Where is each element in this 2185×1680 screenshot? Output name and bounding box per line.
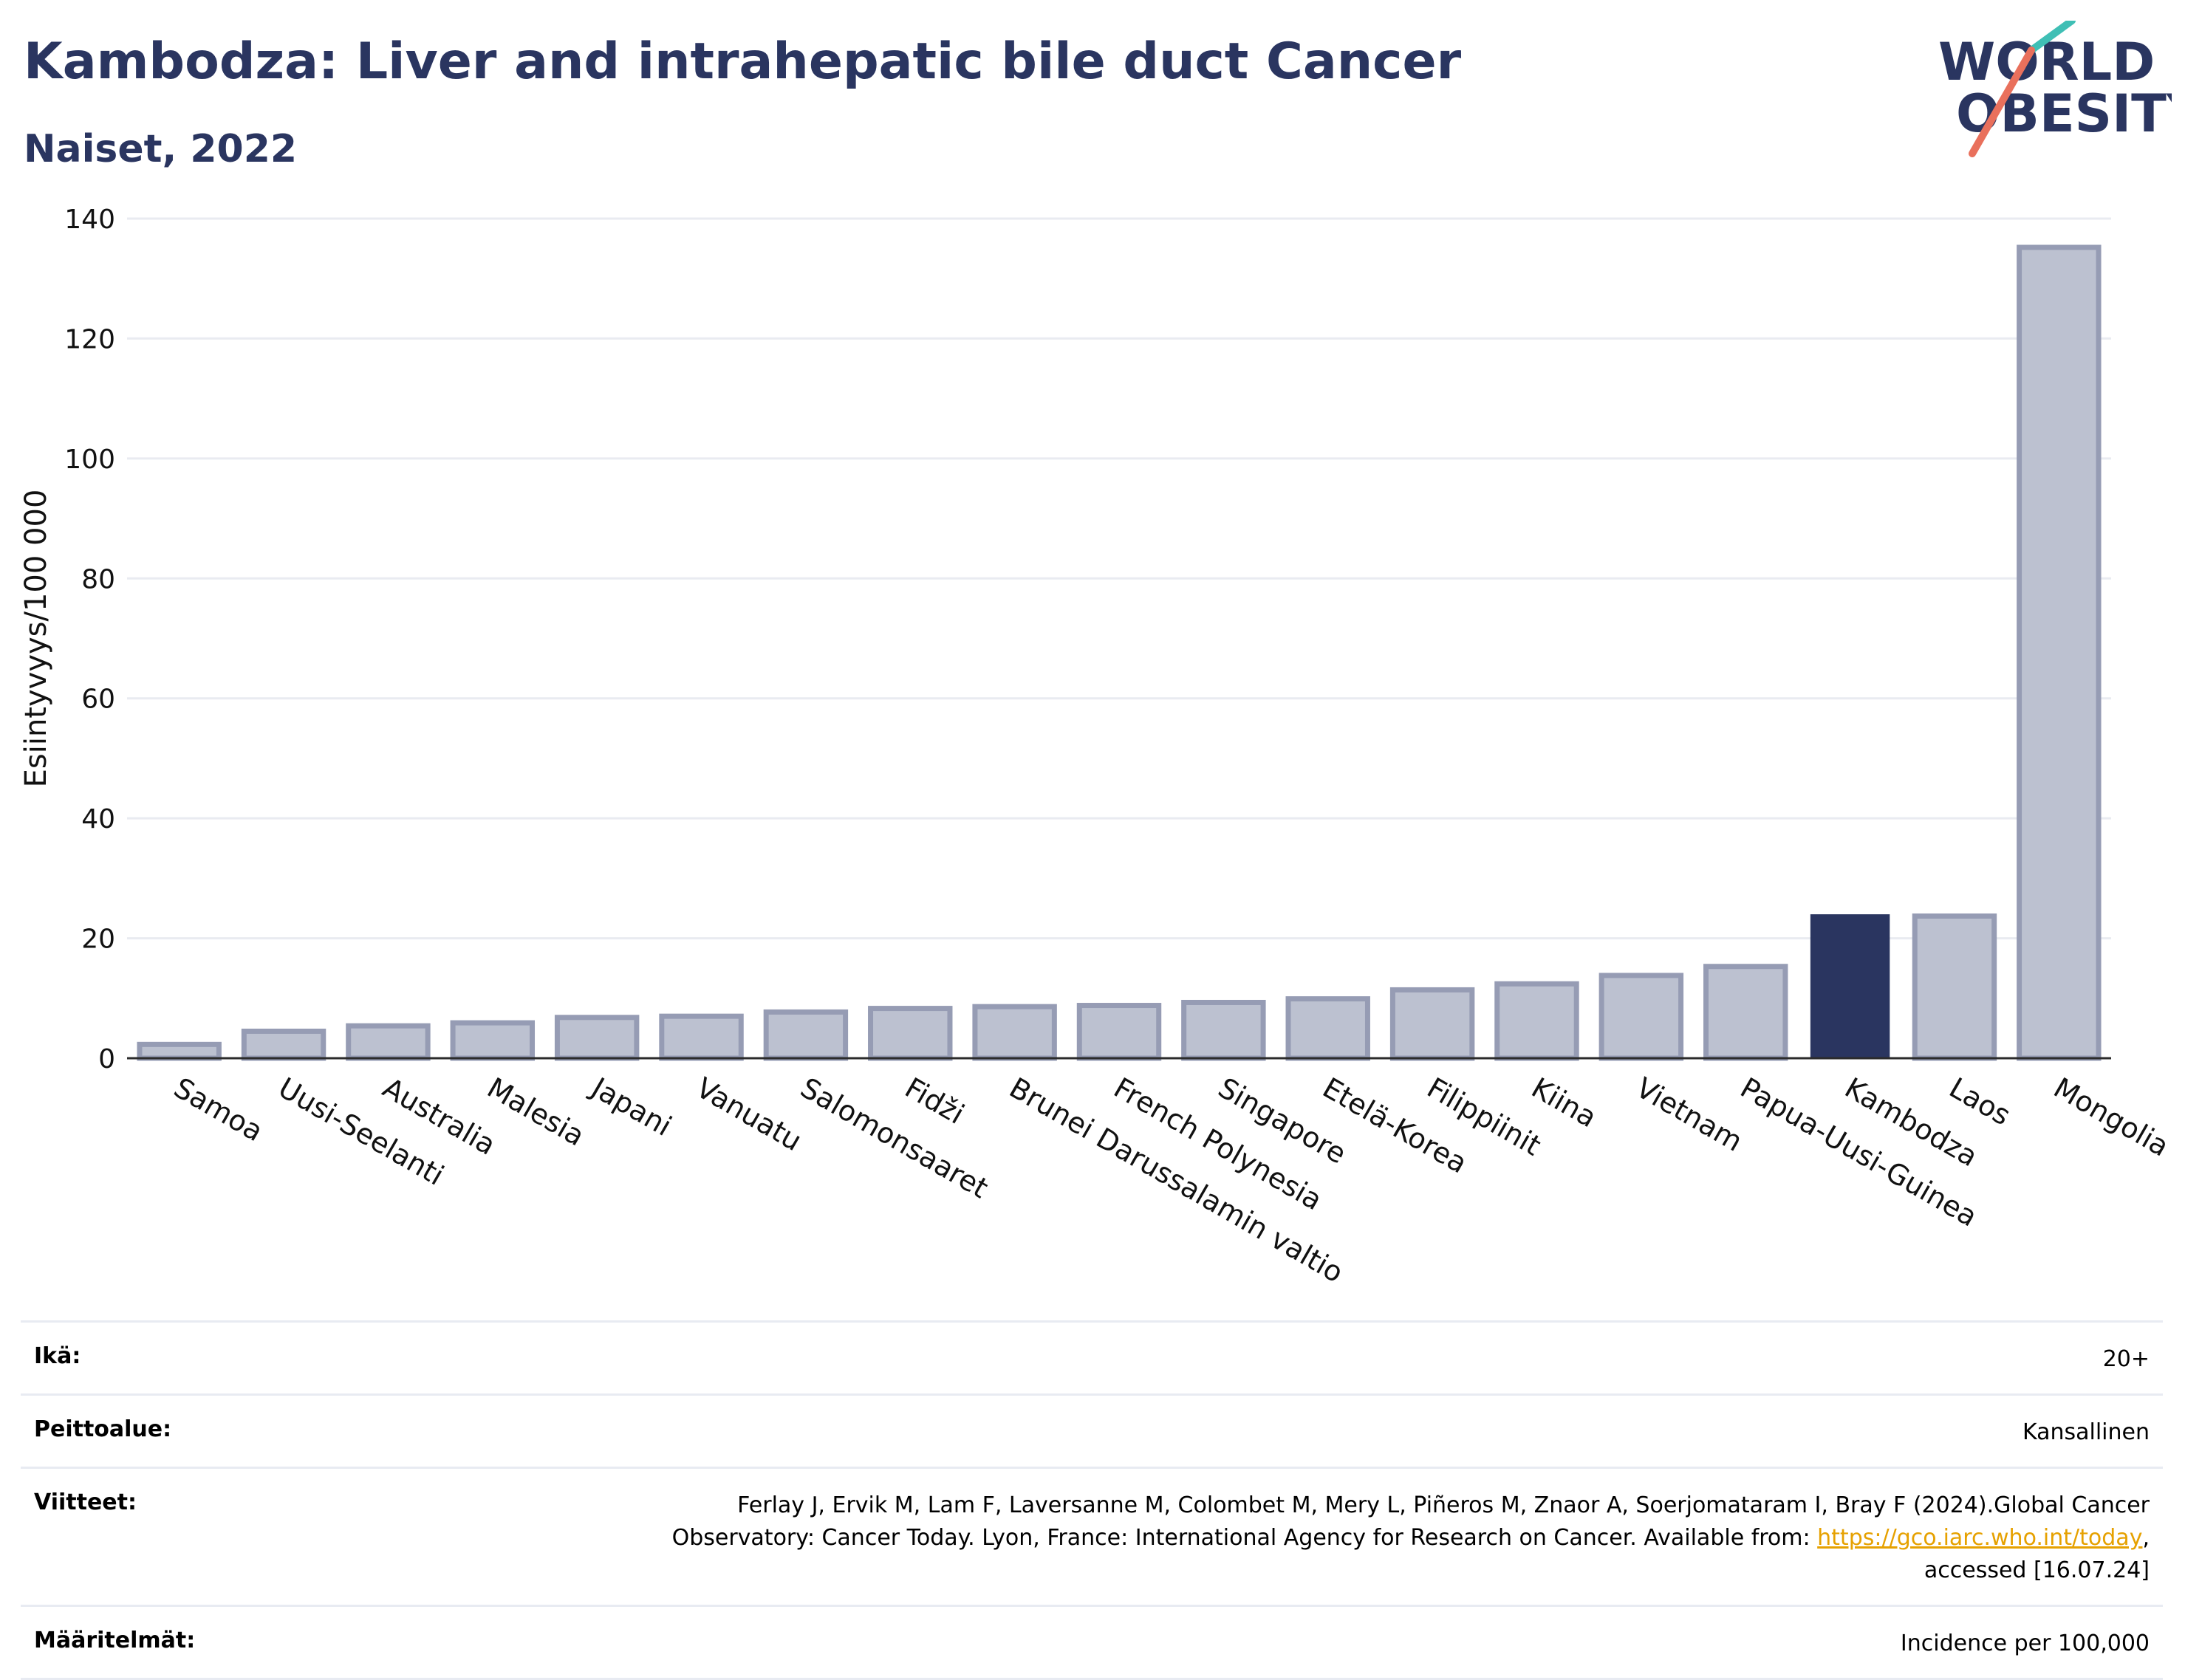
coverage-value: Kansallinen bbox=[2022, 1419, 2150, 1445]
references-line2: Observatory: Cancer Today. Lyon, France:… bbox=[671, 1525, 1818, 1551]
bar-french-polynesia bbox=[1076, 1003, 1162, 1061]
logo-coral-slash bbox=[1969, 47, 2035, 157]
bar-salomonsaaret bbox=[763, 1009, 849, 1061]
references-line3: accessed [16.07.24] bbox=[1924, 1557, 2150, 1583]
bar-chart: 0 20 40 60 80 100 120 140 Samoa Uusi-SeelantiAus… bbox=[19, 205, 2175, 1289]
bar-malesia bbox=[450, 1020, 536, 1061]
y-tick-label: 20 bbox=[81, 925, 115, 955]
references-link[interactable]: https://gco.iarc.who.int/today bbox=[1817, 1525, 2143, 1551]
bar-kambodza bbox=[1810, 914, 1890, 1058]
x-tick-labels: Samoa Uusi-SeelantiAustraliaMalesiaJapani… bbox=[168, 1071, 2174, 1289]
y-axis-label: Esiintyvyys/100 000 bbox=[19, 490, 53, 788]
y-tick-label: 120 bbox=[64, 324, 115, 354]
page-subtitle: Naiset, 2022 bbox=[24, 127, 298, 171]
logo-teal-slash bbox=[2028, 21, 2076, 54]
bar-laos bbox=[1912, 913, 1997, 1061]
bar-etel-korea bbox=[1285, 996, 1370, 1061]
info-row-definitions: Määritelmät: Incidence per 100,000 bbox=[21, 1605, 2163, 1680]
definitions-value: Incidence per 100,000 bbox=[1900, 1631, 2150, 1656]
x-tick-label: Kiina bbox=[1526, 1072, 1602, 1134]
info-row-references: Viitteet: Ferlay J, Ervik M, Lam F, Lave… bbox=[21, 1467, 2163, 1605]
bars bbox=[137, 244, 2102, 1061]
bar-vietnam bbox=[1598, 973, 1684, 1061]
age-label: Ikä: bbox=[34, 1343, 81, 1369]
references-line2-end: , bbox=[2142, 1525, 2150, 1551]
bar-mongolia bbox=[2017, 244, 2102, 1061]
y-tick-label: 0 bbox=[98, 1044, 115, 1074]
x-tick-label: Salomonsaaret bbox=[795, 1072, 994, 1205]
x-tick-label: Mongolia bbox=[2048, 1072, 2175, 1163]
info-row-age: Ikä: 20+ bbox=[21, 1320, 2163, 1393]
gridlines bbox=[127, 217, 2111, 940]
x-tick-label: Samoa bbox=[168, 1072, 268, 1148]
y-tick-labels: 0 20 40 60 80 100 120 140 bbox=[64, 205, 115, 1074]
age-value: 20+ bbox=[2102, 1346, 2150, 1372]
x-tick-label: Malesia bbox=[482, 1072, 589, 1153]
page-title: Kambodza: Liver and intrahepatic bile du… bbox=[24, 32, 1462, 91]
bar-japani bbox=[554, 1015, 640, 1061]
references-label: Viitteet: bbox=[34, 1489, 137, 1515]
bar-kiina bbox=[1494, 981, 1579, 1061]
bar-australia bbox=[346, 1023, 431, 1061]
bar-uusi-seelanti bbox=[241, 1028, 326, 1061]
x-tick-label: Japani bbox=[585, 1071, 677, 1142]
bar-fid-i bbox=[868, 1006, 953, 1061]
x-tick-label: Vanuatu bbox=[691, 1072, 807, 1157]
y-tick-label: 40 bbox=[81, 804, 115, 834]
world-obesity-logo: WORLD OBESITY bbox=[1938, 21, 2172, 157]
y-tick-label: 80 bbox=[81, 564, 115, 594]
x-tick-label: Vietnam bbox=[1630, 1072, 1748, 1158]
info-table: Ikä: 20+ Peittoalue: Kansallinen Viittee… bbox=[21, 1320, 2163, 1680]
bar-singapore bbox=[1181, 999, 1266, 1061]
info-row-coverage: Peittoalue: Kansallinen bbox=[21, 1393, 2163, 1467]
x-tick-label: Laos bbox=[1943, 1072, 2016, 1132]
y-tick-label: 140 bbox=[64, 205, 115, 235]
bar-filippiinit bbox=[1389, 987, 1475, 1061]
references-line1: Ferlay J, Ervik M, Lam F, Laversanne M, … bbox=[737, 1492, 2150, 1518]
bar-brunei-darussalamin-valtio bbox=[972, 1004, 1057, 1061]
y-tick-label: 100 bbox=[64, 445, 115, 475]
coverage-label: Peittoalue: bbox=[34, 1416, 172, 1442]
definitions-label: Määritelmät: bbox=[34, 1628, 196, 1653]
y-tick-label: 60 bbox=[81, 685, 115, 715]
bar-vanuatu bbox=[659, 1013, 744, 1061]
bar-papua-uusi-guinea bbox=[1703, 964, 1788, 1061]
references-value: Ferlay J, Ervik M, Lam F, Laversanne M, … bbox=[672, 1489, 2150, 1587]
bar-samoa bbox=[137, 1041, 222, 1061]
x-tick-label: Fidži bbox=[900, 1072, 970, 1131]
